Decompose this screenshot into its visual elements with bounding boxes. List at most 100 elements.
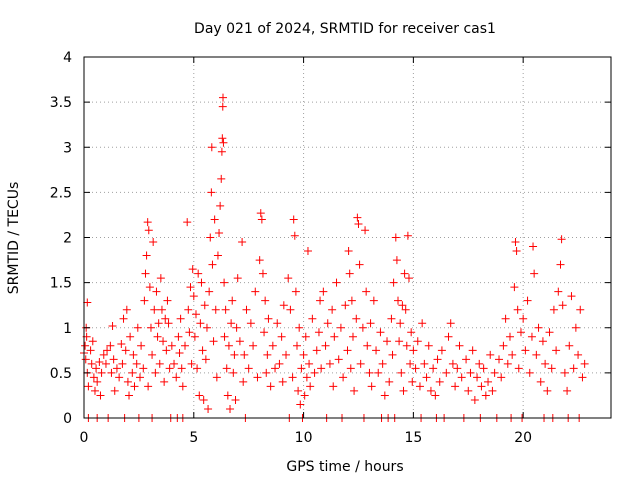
data-point [84,382,93,391]
data-point [212,373,221,382]
data-point [239,377,248,386]
data-point [92,364,101,373]
data-point [235,337,244,346]
data-point [538,337,547,346]
data-point [246,319,255,328]
data-point [435,377,444,386]
y-tick-label: 0 [63,411,72,427]
data-point [233,274,242,283]
data-point [149,238,158,247]
data-point [571,323,580,332]
data-point [103,346,112,355]
data-point [178,382,187,391]
data-point [429,364,438,373]
data-point [226,404,235,413]
data-point [420,359,429,368]
y-tick-label: 2.5 [50,185,72,201]
data-point [213,251,222,260]
data-point [398,301,407,310]
data-point [354,219,363,228]
data-point [505,332,514,341]
data-point [242,305,251,314]
data-point [175,349,184,358]
data-point [189,292,198,301]
data-point [317,364,326,373]
data-point [468,346,477,355]
data-point [218,102,227,111]
data-point [151,368,160,377]
data-point [321,341,330,350]
data-point [81,341,90,350]
data-point [202,323,211,332]
data-point [263,350,272,359]
data-point [569,364,578,373]
data-point [140,296,149,305]
data-point [160,377,169,386]
data-point [545,328,554,337]
data-point [99,350,108,359]
data-point [146,323,155,332]
data-point [567,292,576,301]
data-point [316,296,325,305]
data-point [291,287,300,296]
data-point [266,382,275,391]
data-point [347,296,356,305]
data-point [296,400,305,409]
data-point [163,296,172,305]
data-point [199,395,208,404]
data-point [302,373,311,382]
data-point [271,364,280,373]
data-point [139,364,148,373]
data-point [510,283,519,292]
data-point [306,382,315,391]
data-point [361,226,370,235]
data-point [330,332,339,341]
y-tick-label: 2 [63,231,72,247]
data-point [130,382,139,391]
x-tick-label: 20 [514,430,532,446]
data-point [209,337,218,346]
y-axis-label: SRMTID / TECUs [6,182,22,295]
data-point [211,305,220,314]
data-point [525,368,534,377]
data-point [125,391,134,400]
data-point [376,328,385,337]
x-tick-label: 0 [80,430,89,446]
data-point [558,301,567,310]
data-point [121,346,130,355]
data-point [563,386,572,395]
data-point [96,391,105,400]
data-point [123,377,132,386]
data-point [464,386,473,395]
data-point [115,373,124,382]
data-point [83,298,92,307]
data-point [210,215,219,224]
data-point [442,368,451,377]
data-point [343,346,352,355]
data-point [299,350,308,359]
data-point [155,359,164,368]
data-point [411,364,420,373]
data-point [556,260,565,269]
data-point [300,391,309,400]
data-point [205,287,214,296]
data-point [118,359,127,368]
data-point [282,350,291,359]
data-point [108,321,117,330]
data-point [356,359,365,368]
data-point [223,391,232,400]
data-point [554,287,563,296]
data-point [565,341,574,350]
data-point [152,287,161,296]
data-point [145,283,154,292]
data-point [426,386,435,395]
data-point [350,386,359,395]
data-point [89,373,98,382]
data-point [339,373,348,382]
data-point [162,346,171,355]
data-point [86,346,95,355]
data-point [164,319,173,328]
data-point [107,368,116,377]
data-point [388,350,397,359]
data-point [407,328,416,337]
